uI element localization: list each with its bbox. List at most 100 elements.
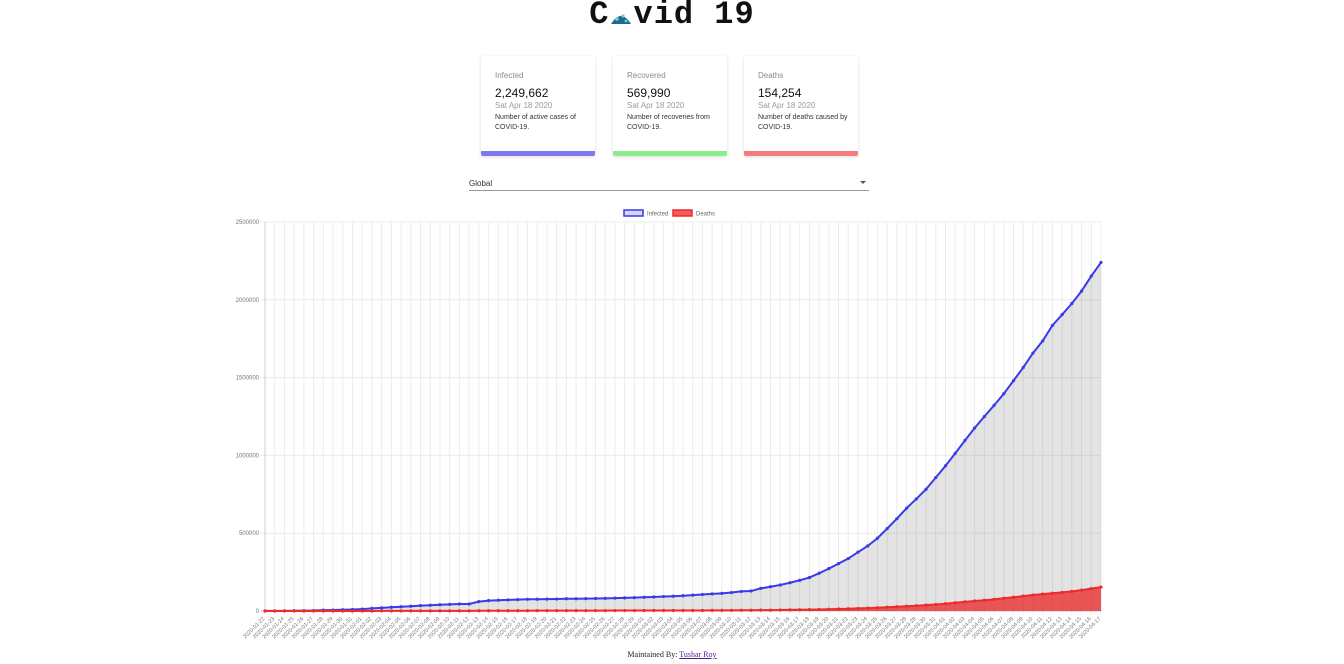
infected-data-point xyxy=(866,544,870,548)
infected-data-point xyxy=(516,598,520,602)
deaths-data-point xyxy=(973,599,977,603)
card-value: 2,249,662 xyxy=(495,86,549,100)
infected-data-point xyxy=(739,589,743,594)
chart-legend: Infected Deaths xyxy=(623,209,715,218)
infected-data-point xyxy=(477,600,481,604)
infected-data-point xyxy=(438,603,442,607)
deaths-data-point xyxy=(525,609,530,613)
deaths-data-point xyxy=(1060,590,1064,595)
y-tick-label: 500000 xyxy=(239,531,260,537)
y-tick-label: 2000000 xyxy=(236,298,260,304)
infected-data-point xyxy=(486,598,491,603)
coronavirus-icon xyxy=(610,0,632,24)
card-accent-bar xyxy=(744,151,858,156)
deaths-data-point xyxy=(1041,592,1045,596)
infected-data-point xyxy=(778,583,782,587)
deaths-data-point xyxy=(545,609,549,613)
deaths-data-point xyxy=(574,609,578,613)
infected-data-point xyxy=(914,497,918,501)
infected-data-point xyxy=(1021,365,1025,370)
deaths-data-point xyxy=(982,598,986,602)
deaths-data-point xyxy=(798,608,802,612)
deaths-data-point xyxy=(759,608,763,612)
infected-data-point xyxy=(467,602,471,606)
deaths-data-point xyxy=(331,609,335,613)
deaths-legend-swatch xyxy=(672,209,693,217)
deaths-data-point xyxy=(496,609,500,613)
infected-data-point xyxy=(613,596,617,600)
deaths-data-point xyxy=(914,604,918,608)
deaths-data-point xyxy=(467,609,471,613)
infected-data-point xyxy=(856,550,860,554)
deaths-data-point xyxy=(953,601,957,605)
deaths-data-point xyxy=(380,609,384,613)
deaths-data-point xyxy=(749,608,753,612)
infected-data-point xyxy=(584,597,588,601)
card-date: Sat Apr 18 2020 xyxy=(495,101,553,110)
deaths-data-point xyxy=(846,607,850,611)
deaths-data-point xyxy=(924,603,928,607)
card-description: Number of recoveries from COVID-19. xyxy=(627,114,710,131)
deaths-area xyxy=(265,587,1101,611)
deaths-data-point xyxy=(506,609,510,613)
infected-data-point xyxy=(1099,260,1103,265)
deaths-data-point xyxy=(564,609,568,613)
deaths-data-point xyxy=(1099,585,1103,589)
deaths-data-point xyxy=(836,607,841,611)
author-link[interactable]: Tushar Roy xyxy=(679,650,717,659)
infected-data-point xyxy=(885,526,889,531)
deaths-data-point xyxy=(739,608,743,612)
deaths-data-point xyxy=(613,608,617,613)
infected-data-point xyxy=(759,586,763,591)
deaths-data-point xyxy=(710,608,714,613)
infected-legend-swatch xyxy=(623,209,644,217)
deaths-data-point xyxy=(827,607,831,611)
deaths-data-point xyxy=(370,609,374,613)
deaths-data-point xyxy=(360,609,364,613)
infected-data-point xyxy=(817,571,821,575)
infected-legend-label: Infected xyxy=(647,212,668,218)
infected-data-point xyxy=(652,595,656,599)
infected-data-point xyxy=(370,606,374,610)
card-date: Sat Apr 18 2020 xyxy=(627,101,685,110)
infected-data-point xyxy=(545,597,549,601)
deaths-data-point xyxy=(448,609,452,613)
country-select[interactable]: Global xyxy=(469,176,869,191)
deaths-data-point xyxy=(807,608,811,612)
infected-data-point xyxy=(710,592,714,596)
infected-data-point xyxy=(574,597,578,601)
deaths-data-point xyxy=(1070,589,1074,593)
infected-data-point xyxy=(934,475,938,480)
deaths-data-point xyxy=(788,608,792,612)
infected-data-point xyxy=(943,464,948,468)
footer: Maintained By: Tushar Roy xyxy=(0,650,1344,659)
infected-data-point xyxy=(720,591,724,595)
infected-data-point xyxy=(1070,301,1074,306)
deaths-data-point xyxy=(486,609,491,613)
deaths-data-point xyxy=(691,608,695,613)
deaths-data-point xyxy=(768,608,773,612)
y-tick-label: 2500000 xyxy=(236,220,260,226)
card-accent-bar xyxy=(613,151,727,156)
infected-data-point xyxy=(973,426,977,430)
deaths-data-point xyxy=(438,609,442,613)
infected-data-point xyxy=(788,581,792,585)
deaths-data-point xyxy=(593,608,598,613)
infected-card: Infected 2,249,662 Sat Apr 18 2020 Numbe… xyxy=(481,56,595,156)
deaths-data-point xyxy=(457,609,462,613)
deaths-data-point xyxy=(681,608,685,613)
deaths-data-point xyxy=(720,608,724,612)
infected-data-point xyxy=(749,589,753,593)
infected-data-point xyxy=(555,597,559,601)
infected-data-point xyxy=(1079,289,1084,293)
deaths-data-point xyxy=(866,606,870,610)
card-value: 569,990 xyxy=(627,86,671,100)
infected-data-point xyxy=(895,517,899,521)
infected-data-point xyxy=(661,594,666,599)
cases-chart: 050000010000001500000200000025000002020-… xyxy=(236,209,1103,640)
title-suffix: vid 19 xyxy=(633,0,755,33)
deaths-data-point xyxy=(642,608,646,613)
deaths-data-point xyxy=(1050,591,1054,595)
infected-data-point xyxy=(691,593,695,597)
infected-data-point xyxy=(846,556,850,561)
